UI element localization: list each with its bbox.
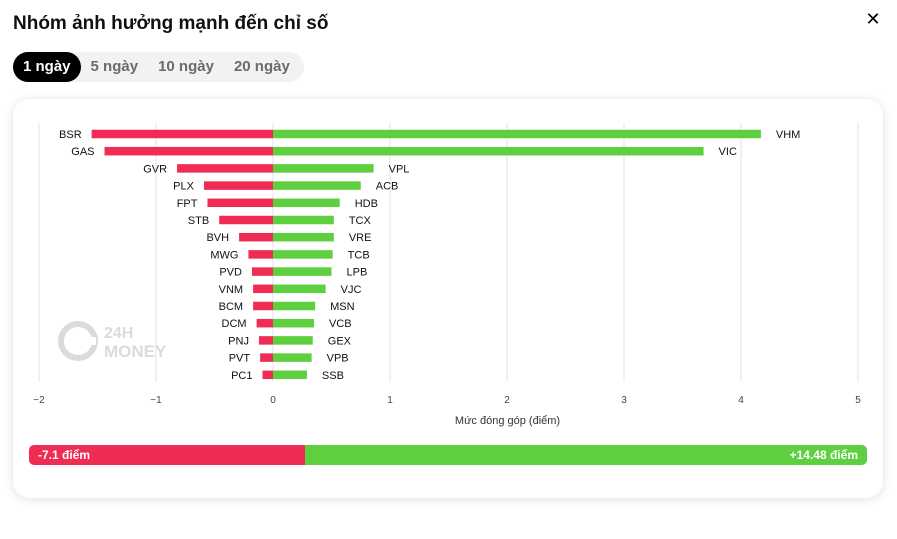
positive-bar xyxy=(273,129,761,139)
negative-bar-label: VNM xyxy=(219,284,243,296)
negative-bar-label: PC1 xyxy=(231,370,252,382)
positive-bar-label: HDB xyxy=(355,198,378,210)
tab-5-days[interactable]: 5 ngày xyxy=(90,58,139,75)
contribution-chart: −2 −1 0 1 2 3 4 5 Mức đóng góp (điểm) BSR GAS GVR PL… xyxy=(33,123,861,427)
watermark-icon: 24H MONEY xyxy=(58,321,167,361)
negative-bar-label: GVR xyxy=(143,163,167,175)
negative-bar xyxy=(248,250,273,259)
positive-bar-label: VJC xyxy=(341,284,362,296)
negative-bar xyxy=(104,146,274,156)
positive-bar xyxy=(273,215,334,225)
negative-bar-label: FPT xyxy=(177,198,198,210)
x-tick-label: 1 xyxy=(387,395,393,406)
negative-bar xyxy=(251,267,273,276)
positive-bar-label: VHM xyxy=(776,129,800,141)
watermark-line1: 24H xyxy=(104,325,133,342)
x-tick-label: −2 xyxy=(33,395,45,406)
negative-bar-label: GAS xyxy=(71,146,94,158)
negative-bar-label: PVT xyxy=(229,353,251,365)
chart-card: −2 −1 0 1 2 3 4 5 Mức đóng góp (điểm) BSR GAS GVR PL… xyxy=(13,99,883,498)
positive-bar-label: GEX xyxy=(328,335,352,347)
watermark-logo: 24H MONEY xyxy=(58,321,193,366)
negative-bar xyxy=(207,198,273,208)
positive-bar xyxy=(273,370,307,380)
negative-bar xyxy=(91,129,274,139)
negative-bar xyxy=(203,181,273,190)
watermark-line2: MONEY xyxy=(104,342,167,361)
negative-bar xyxy=(219,215,273,225)
positive-bar xyxy=(273,267,332,276)
positive-bar-label: VCB xyxy=(329,318,352,330)
positive-total: +14.48 điểm xyxy=(304,445,867,465)
x-tick-label: 2 xyxy=(504,395,510,406)
negative-bar-label: BCM xyxy=(219,301,243,313)
positive-bar xyxy=(273,181,361,190)
positive-bar xyxy=(273,146,704,156)
positive-bar xyxy=(273,301,316,311)
negative-bar xyxy=(253,301,273,311)
x-tick-label: 3 xyxy=(621,395,627,406)
close-icon[interactable]: ✕ xyxy=(865,8,881,29)
tab-10-days[interactable]: 10 ngày xyxy=(158,58,214,75)
x-tick-label: 0 xyxy=(270,395,276,406)
x-tick-label: 4 xyxy=(738,395,744,406)
positive-bar-label: MSN xyxy=(330,301,355,313)
page-title: Nhóm ảnh hưởng mạnh đến chỉ số xyxy=(13,13,329,34)
tab-20-days[interactable]: 20 ngày xyxy=(233,58,290,75)
negative-bar-label: BSR xyxy=(59,129,82,141)
x-tick-label: 5 xyxy=(855,395,861,406)
positive-bar xyxy=(273,336,313,345)
positive-bar-label: VPB xyxy=(327,353,349,365)
negative-bar xyxy=(253,284,273,294)
negative-total: -7.1 điểm xyxy=(29,445,305,465)
positive-bar xyxy=(273,284,326,294)
negative-bar-label: DCM xyxy=(222,318,247,330)
negative-bar-label: PNJ xyxy=(228,335,249,347)
period-tabs: 1 ngày 5 ngày 10 ngày 20 ngày xyxy=(13,52,304,82)
negative-bar-label: BVH xyxy=(206,232,229,244)
positive-bar xyxy=(273,164,374,173)
negative-bar-label: PLX xyxy=(173,181,194,193)
negative-bar-label: STB xyxy=(188,215,209,227)
negative-bar xyxy=(239,232,273,242)
negative-bar xyxy=(258,336,273,345)
negative-bar xyxy=(177,164,273,173)
x-tick-label: −1 xyxy=(150,395,162,406)
positive-bar xyxy=(273,318,314,328)
positive-bar xyxy=(273,232,334,242)
positive-bar-label: VIC xyxy=(719,146,737,158)
negative-bar-label: MWG xyxy=(210,249,238,261)
negative-bar-label: PVD xyxy=(219,267,242,279)
negative-bar xyxy=(260,353,273,362)
summary-bar: -7.1 điểm +14.48 điểm xyxy=(29,445,867,465)
positive-bar xyxy=(273,198,340,208)
positive-bar-label: SSB xyxy=(322,370,344,382)
tab-1-day[interactable]: 1 ngày xyxy=(13,52,81,82)
positive-bar xyxy=(273,250,333,259)
positive-bar-label: TCB xyxy=(348,249,370,261)
positive-bar xyxy=(273,353,312,362)
negative-bar xyxy=(262,370,273,380)
positive-bar-label: LPB xyxy=(347,267,368,279)
x-axis-label: Mức đóng góp (điểm) xyxy=(455,415,560,427)
positive-bar-label: VPL xyxy=(389,163,410,175)
positive-bar-label: VRE xyxy=(349,232,372,244)
positive-bar-label: ACB xyxy=(376,181,399,193)
negative-bar xyxy=(256,318,273,328)
positive-bar-label: TCX xyxy=(349,215,372,227)
